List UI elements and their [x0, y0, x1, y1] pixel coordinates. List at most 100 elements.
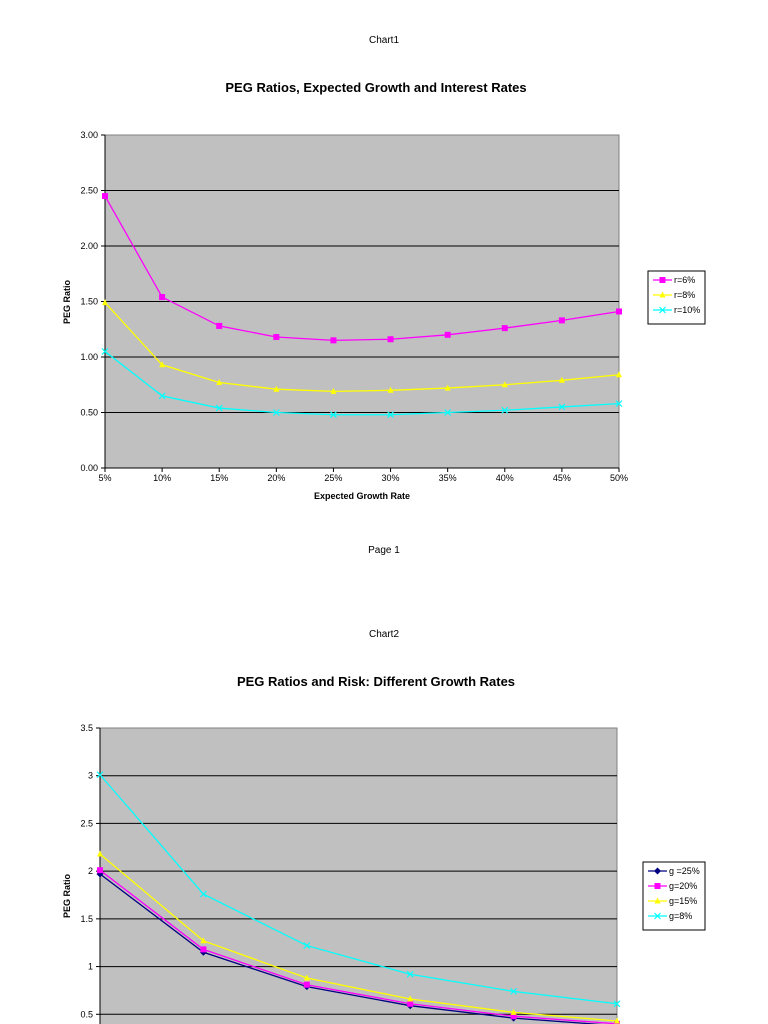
- data-point-2-6: [387, 386, 394, 393]
- data-point-1-2: [159, 294, 166, 301]
- chart2: PEG Ratios and Risk: Different Growth Ra…: [62, 674, 706, 1024]
- legend-marker: [654, 897, 661, 904]
- x-axis-label: Expected Growth Rate: [314, 491, 410, 501]
- data-point-3-3: [215, 404, 223, 412]
- y-axis-label: PEG Ratio: [62, 873, 72, 918]
- data-point-2-1: [102, 299, 108, 306]
- legend: r=6% r=8% r=10%: [647, 270, 706, 325]
- data-point-1-7: [444, 331, 451, 338]
- legend-box: [642, 861, 706, 931]
- data-point-3-4: [407, 995, 414, 1002]
- data-point-4-3: [303, 942, 311, 950]
- data-point-3-6: [387, 411, 394, 419]
- series-line-2: [104, 302, 620, 393]
- y-tick-label: 2: [88, 866, 93, 876]
- data-point-2-3: [216, 379, 223, 386]
- data-point-2-9: [558, 376, 565, 383]
- data-point-3-5: [510, 1008, 517, 1015]
- legend-marker: [659, 291, 666, 298]
- data-point-3-8: [501, 406, 509, 414]
- chart-title: PEG Ratios, Expected Growth and Interest…: [225, 80, 526, 95]
- data-point-3-7: [444, 409, 452, 416]
- x-tick-label: 25%: [324, 473, 342, 483]
- series-line-2: [99, 869, 618, 1024]
- legend-marker: [659, 306, 666, 314]
- x-tick-label: 50%: [610, 473, 628, 483]
- data-point-2-2: [159, 361, 166, 368]
- y-tick-label: 0.5: [80, 1009, 93, 1019]
- data-point-4-4: [406, 970, 414, 978]
- series-line-3: [99, 853, 618, 1022]
- chart1-page-header: Chart1: [368, 35, 399, 46]
- data-point-2-5: [510, 1013, 517, 1020]
- legend-label: g=20%: [669, 881, 697, 891]
- x-tick-label: 45%: [553, 473, 571, 483]
- series-group: [96, 771, 621, 1024]
- chart1: PEG Ratios, Expected Growth and Interest…: [62, 80, 706, 501]
- y-tick-label: 1.5: [80, 914, 93, 924]
- data-point-1-1: [102, 193, 108, 200]
- chart2-page-header: Chart2: [368, 629, 399, 640]
- y-tick-label: 0.50: [80, 408, 98, 418]
- data-point-2-5: [330, 387, 337, 394]
- x-tick-label: 30%: [382, 473, 400, 483]
- series-line-4: [99, 774, 618, 1005]
- legend: g =25% g=20% g=15% g=8%: [642, 861, 706, 931]
- data-point-2-3: [303, 981, 310, 988]
- data-point-3-6: [614, 1017, 620, 1024]
- series-group: [101, 193, 623, 419]
- y-tick-label: 3: [88, 771, 93, 781]
- data-point-4-1: [96, 771, 104, 779]
- x-tick-label: 20%: [267, 473, 285, 483]
- legend-marker: [654, 883, 661, 889]
- legend-label: g=8%: [669, 911, 692, 921]
- legend-label: r=10%: [674, 305, 700, 315]
- data-point-2-10: [616, 371, 622, 378]
- data-point-3-3: [303, 974, 310, 981]
- data-point-2-4: [407, 1000, 414, 1007]
- data-point-2-8: [501, 381, 508, 388]
- x-tick-label: 15%: [210, 473, 228, 483]
- data-point-1-5: [330, 337, 337, 344]
- data-point-4-5: [510, 987, 518, 995]
- page1-footer: Page 1: [368, 545, 400, 556]
- data-point-3-2: [200, 937, 207, 944]
- x-tick-label: 5%: [98, 473, 111, 483]
- data-point-4-2: [199, 890, 207, 898]
- plot-area: [99, 727, 618, 1024]
- x-tick-label: 10%: [153, 473, 171, 483]
- legend-label: g =25%: [669, 866, 700, 876]
- x-tick-label: 40%: [496, 473, 514, 483]
- y-axis-label: PEG Ratio: [62, 279, 72, 324]
- legend-marker: [654, 912, 661, 920]
- data-point-1-9: [558, 317, 565, 324]
- data-point-1-8: [501, 325, 508, 332]
- legend-label: r=8%: [674, 290, 695, 300]
- data-point-3-5: [330, 411, 337, 419]
- y-tick-label: 1: [88, 962, 93, 972]
- y-tick-label: 3.5: [80, 723, 93, 733]
- chart-title: PEG Ratios and Risk: Different Growth Ra…: [237, 674, 515, 689]
- series-line-1: [99, 873, 603, 1024]
- data-point-3-10: [615, 400, 623, 408]
- data-point-2-4: [273, 385, 280, 392]
- series-line-3: [104, 350, 620, 416]
- y-tick-label: 2.50: [80, 186, 98, 196]
- data-point-1-3: [216, 322, 223, 329]
- data-point-2-7: [444, 384, 451, 391]
- data-point-3-2: [158, 392, 166, 400]
- legend-label: g=15%: [669, 896, 697, 906]
- series-line-1: [104, 195, 620, 342]
- data-point-1-10: [616, 308, 622, 315]
- legend-marker: [654, 867, 661, 875]
- y-tick-label: 2.5: [80, 818, 93, 828]
- legend-marker: [659, 277, 666, 283]
- data-point-3-1: [97, 850, 103, 857]
- data-point-3-1: [101, 348, 109, 355]
- y-tick-label: 2.00: [80, 241, 98, 251]
- y-tick-label: 1.00: [80, 352, 98, 362]
- x-tick-label: 35%: [439, 473, 457, 483]
- data-point-4-6: [613, 1000, 621, 1008]
- y-tick-label: 1.50: [80, 297, 98, 307]
- y-tick-label: 0.00: [80, 463, 98, 473]
